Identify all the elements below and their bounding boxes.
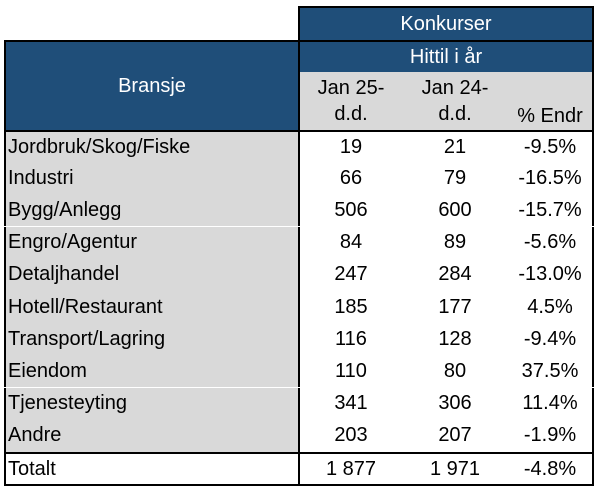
row-label: Tjenesteyting — [4, 387, 298, 420]
cell-jan24: 306 — [438, 392, 472, 415]
cell-pct: -9.5% — [508, 130, 594, 162]
table-row: Transport/Lagring 116 128 -9.4% — [4, 323, 594, 356]
cell-jan25: 116 — [298, 323, 402, 356]
cell-pct: 11.4% — [508, 387, 594, 420]
cell-jan25: 203 — [298, 419, 402, 452]
cell-jan24: 177 — [438, 295, 472, 318]
cell-pct: 4.5% — [508, 291, 594, 323]
row-label: Detaljhandel — [4, 258, 298, 291]
group-header: Konkurser — [298, 6, 594, 40]
row-label: Eiendom — [4, 355, 298, 388]
row-label: Hotell/Restaurant — [4, 291, 298, 323]
table-row: Engro/Agentur 84 89 -5.6% — [4, 226, 594, 259]
table-row: Hotell/Restaurant 185 177 4.5% — [4, 291, 594, 323]
total-label: Totalt — [4, 452, 298, 486]
table-row: Detaljhandel 247 284 -13.0% — [4, 258, 594, 291]
cell-jan25: 110 — [298, 355, 402, 388]
row-label: Jordbruk/Skog/Fiske — [4, 130, 298, 162]
cell-jan25: 84 — [298, 226, 402, 259]
cell-jan24: 600 — [438, 198, 472, 221]
row-label: Industri — [4, 162, 298, 195]
col-header-jan25: Jan 25- d.d. — [298, 72, 402, 130]
cell-jan25: 66 — [298, 162, 402, 195]
cell-jan24: 79 — [443, 166, 467, 189]
cell-pct: -15.7% — [508, 194, 594, 227]
cell-pct: -5.6% — [508, 226, 594, 259]
cell-jan24: 21 — [402, 130, 508, 162]
cell-jan24: 80 — [443, 359, 467, 382]
cell-jan25: 506 — [298, 194, 402, 227]
cell-pct: -13.0% — [508, 258, 594, 291]
total-row: Totalt 1 877 1 971 -4.8% — [4, 452, 594, 486]
cell-pct: -1.9% — [508, 419, 594, 452]
cell-pct: -9.4% — [508, 323, 594, 356]
sub-header: Hittil i år — [298, 40, 594, 72]
row-label: Andre — [4, 419, 298, 452]
row-label: Transport/Lagring — [4, 323, 298, 356]
cell-jan24: 128 — [438, 327, 472, 350]
cell-jan24: 284 — [438, 263, 472, 286]
cell-jan24: 89 — [443, 231, 467, 254]
cell-pct: 37.5% — [508, 355, 594, 388]
cell-pct: -16.5% — [508, 162, 594, 195]
cell-jan25: 19 — [298, 130, 402, 162]
col-header-jan24: Jan 24- d.d. — [402, 72, 508, 130]
cell-jan24: 207 — [438, 424, 472, 447]
row-label: Bygg/Anlegg — [4, 194, 298, 227]
cell-jan25: 341 — [298, 387, 402, 420]
table-row: Andre 203 207 -1.9% — [4, 419, 594, 452]
row-label: Engro/Agentur — [4, 226, 298, 259]
cell-jan25: 247 — [298, 258, 402, 291]
row-header: Bransje — [4, 40, 298, 130]
table-row: Tjenesteyting 341 306 11.4% — [4, 387, 594, 420]
table-row: Bygg/Anlegg 506 600 -15.7% — [4, 194, 594, 227]
col-header-pct: % Endr — [508, 72, 594, 130]
table-row: Eiendom 110 80 37.5% — [4, 355, 594, 388]
total-pct: -4.8% — [508, 452, 594, 486]
cell-jan25: 185 — [298, 291, 402, 323]
total-jan25: 1 877 — [298, 452, 402, 486]
total-jan24: 1 971 — [402, 452, 508, 486]
table-row: Jordbruk/Skog/Fiske 19 21 -9.5% — [4, 130, 594, 162]
table-row: Industri 66 79 -16.5% — [4, 162, 594, 195]
